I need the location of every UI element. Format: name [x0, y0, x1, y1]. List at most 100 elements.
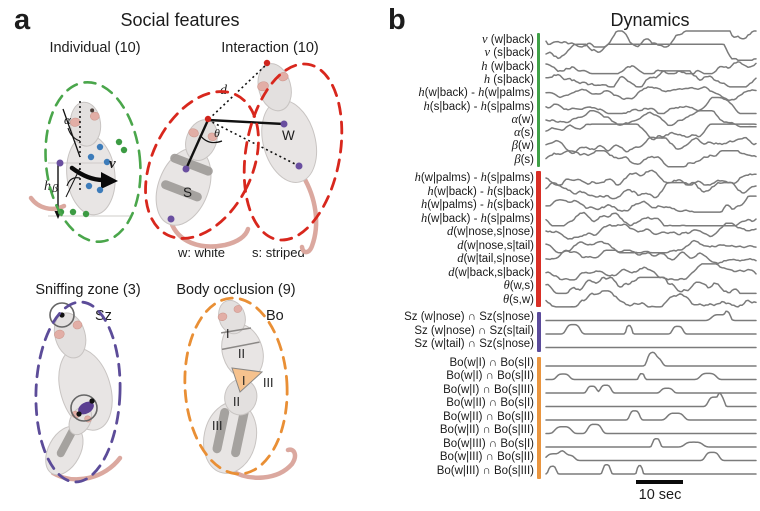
trace-label: h(w|back) - h(w|palms) [418, 85, 534, 100]
trace-line [545, 43, 757, 62]
body-occlusion-illustration: I II I III II III Bo [183, 296, 298, 480]
trace-line [545, 463, 757, 475]
zone-divider [221, 327, 252, 334]
sniffing-zone-illustration: Sz [34, 300, 123, 484]
trace-label: h (w|back) [481, 58, 534, 73]
trace-label: Bo(w|II) ∩ Bo(s|I) [446, 397, 534, 409]
zone-top-2: II [238, 347, 245, 361]
velocity-arrow [69, 165, 106, 183]
v-label: v [109, 156, 116, 172]
dashed-outline-interaction-s [144, 90, 260, 240]
mouse-tail [28, 195, 67, 211]
striped-mouse-tag: S [183, 185, 192, 200]
panel-b-label: b [388, 4, 406, 36]
trace-label: d(w|tail,s|nose) [457, 251, 534, 266]
trace-label: θ(s,w) [502, 291, 534, 306]
trace-line [545, 351, 757, 367]
alpha-angle-line [62, 108, 81, 158]
trace-line [545, 437, 757, 448]
panel-a-label: a [14, 4, 31, 36]
mouse-occl-top [217, 299, 264, 380]
group-bar-occlusion [537, 356, 541, 479]
trace-label: h(w|palms) - h(s|palms) [414, 170, 534, 185]
line-to-w-tail [207, 119, 300, 167]
trace-label: α(w) [511, 111, 534, 126]
trace-line [545, 392, 757, 408]
trace-label: Bo(w|III) ∩ Bo(s|II) [439, 451, 534, 463]
trace-line [545, 110, 757, 128]
trace-line [545, 276, 757, 295]
trace-line [545, 384, 757, 394]
body-axis-line-s [184, 119, 210, 170]
time-scale-bar [636, 480, 683, 484]
trace-line [545, 86, 757, 101]
white-mouse-tag: W [282, 128, 295, 143]
mouse-individual-illustration: α β h v [28, 80, 142, 244]
trace-line [545, 30, 757, 48]
sniff-circle-nose [49, 302, 75, 328]
trace-line [545, 136, 757, 155]
h-label: h [44, 179, 51, 194]
mouse-occl-bottom [203, 378, 258, 474]
trace-label: Bo(w|II) ∩ Bo(s|II) [443, 410, 534, 423]
trace-label: h(s|back) - h(s|palms) [423, 98, 535, 113]
gaze-line-to-w [207, 118, 285, 126]
trace-label: v (w|back) [481, 32, 534, 47]
trace-line [545, 423, 757, 435]
sniff-circle-tail [70, 394, 98, 422]
zone-mid-2: III [263, 376, 273, 390]
time-scale-label: 10 sec [638, 487, 682, 503]
panel-a-title: Social features [120, 10, 240, 30]
trace-line [545, 249, 757, 265]
velocity-arrowhead [101, 172, 118, 189]
trace-line [545, 149, 757, 168]
sniff-overlap-zone [78, 401, 94, 415]
subtitle-sniffing-zone: Sniffing zone (3) [35, 282, 141, 298]
group-bar-individual [537, 33, 540, 167]
trace-label: Bo(w|I) ∩ Bo(s|III) [443, 383, 534, 396]
trace-label: Bo(w|I) ∩ Bo(s|I) [449, 356, 534, 369]
trace-line [545, 290, 757, 308]
trace-label: v (s|back) [484, 45, 534, 60]
keypoints-interaction [167, 59, 303, 223]
dashed-outline-interaction-w [242, 62, 344, 242]
theta-label: θ [214, 126, 220, 140]
trace-label: h(w|palms) - h(s|back) [420, 197, 534, 212]
panel-b-title: Dynamics [610, 10, 690, 30]
trace-label: d(w|nose,s|nose) [446, 224, 534, 239]
trace-line [545, 222, 757, 240]
trace-label: d(w|nose,s|tail) [457, 237, 534, 252]
panel-a-illustrations: α β h v [28, 59, 344, 484]
dashed-outline-sniffing [34, 300, 122, 484]
trace-label: β(w) [511, 138, 534, 153]
trace-label: h(w|back) - h(s|back) [427, 183, 534, 198]
alpha-angle-arc [67, 127, 81, 142]
subtitle-individual: Individual (10) [49, 40, 141, 56]
trace-line [545, 181, 757, 200]
trace-line [545, 372, 757, 381]
trace-label: Sz (w|tail) ∩ Sz(s|nose) [414, 338, 534, 350]
subtitle-body-occlusion: Body occlusion (9) [176, 282, 296, 298]
trace-line [545, 263, 757, 281]
legend-white: w: white [178, 245, 225, 260]
trace-label: α(s) [514, 125, 534, 140]
trace-line [545, 323, 757, 335]
mouse-white [257, 63, 318, 183]
zone-top-1: I [226, 327, 229, 341]
trace-label: Sz (w|nose) ∩ Sz(s|tail) [414, 324, 534, 337]
mouse-sniff-big [53, 312, 113, 431]
bo-tag: Bo [266, 308, 284, 324]
dashed-outline-individual [44, 80, 142, 244]
trace-label: Bo(w|III) ∩ Bo(s|III) [436, 464, 534, 477]
trace-line [545, 96, 757, 115]
trace-label: β(s) [514, 151, 534, 166]
trace-line [545, 195, 757, 213]
trace-label: Sz (w|nose) ∩ Sz(s|nose) [404, 311, 534, 323]
trace-label: θ(w,s) [503, 278, 534, 293]
trace-label: h(w|back) - h(s|palms) [420, 210, 534, 225]
trace-line [545, 169, 757, 186]
trace-line [545, 123, 757, 141]
mouse-eye [90, 108, 95, 113]
theta-angle-arc [199, 134, 223, 144]
